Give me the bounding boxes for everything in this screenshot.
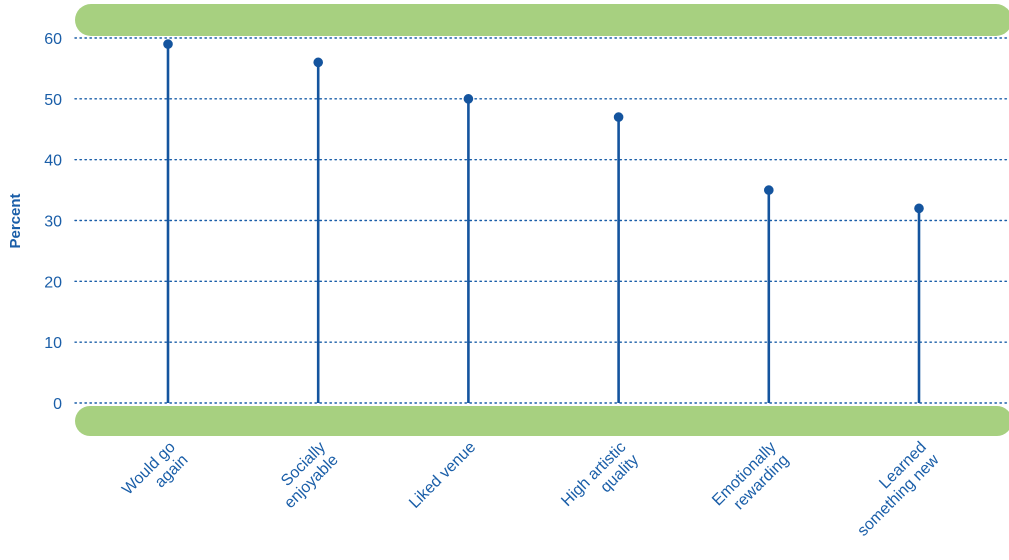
- gridlines: [74, 37, 1009, 404]
- top-band: [75, 4, 1009, 36]
- y-tick-label: 20: [44, 274, 62, 291]
- bottom-band: [75, 406, 1009, 436]
- lollipop-dot: [613, 112, 624, 122]
- lollipop-dot: [914, 203, 924, 214]
- lollipop-dot: [463, 94, 474, 104]
- lollipop-dot: [313, 57, 324, 68]
- lollipop-dot: [163, 39, 173, 49]
- y-tick-label: 0: [53, 396, 62, 413]
- data-marks: [163, 39, 924, 403]
- y-axis-label: Percent: [7, 193, 24, 248]
- y-tick-label: 50: [44, 92, 62, 109]
- category-label: Liked venue: [406, 439, 479, 512]
- y-tick-label: 60: [44, 31, 62, 48]
- y-tick-label: 30: [44, 214, 62, 231]
- category-label-line: Liked venue: [406, 439, 479, 512]
- y-tick-label: 10: [44, 335, 62, 352]
- lollipop-dot: [764, 185, 774, 195]
- y-tick-label: 40: [44, 153, 62, 170]
- y-axis-ticks: 0 10 20 30 40 50 60: [44, 31, 62, 413]
